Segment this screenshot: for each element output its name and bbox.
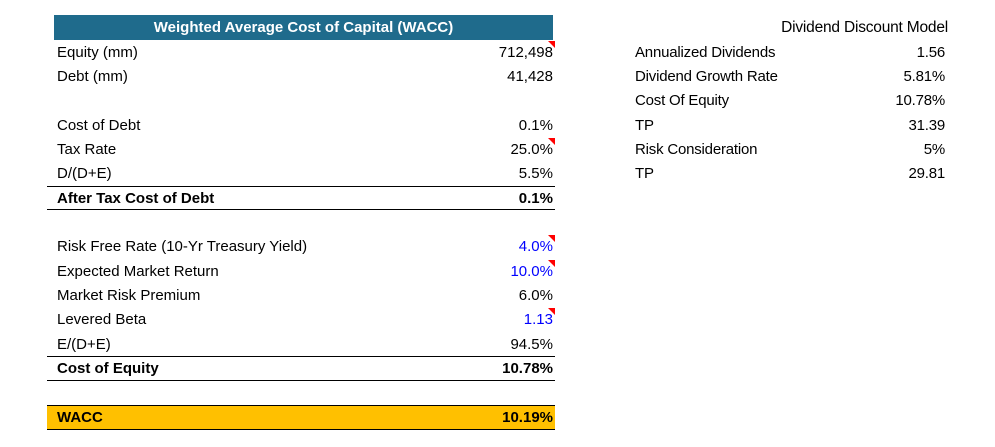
wacc-table: Weighted Average Cost of Capital (WACC) … [47, 15, 555, 430]
ddm-table-rows: Annualized Dividends 1.56 Dividend Growth … [635, 40, 948, 186]
cell-label[interactable]: TP [635, 165, 654, 183]
table-row: Levered Beta 1.13 [47, 308, 555, 332]
spacer-row [47, 210, 555, 234]
cell-label[interactable]: Market Risk Premium [57, 287, 201, 305]
cell-label[interactable]: WACC [57, 408, 103, 426]
cell-label[interactable]: Expected Market Return [57, 262, 219, 280]
table-row: Cost of Debt 0.1% [47, 113, 555, 137]
comment-indicator-icon [548, 235, 555, 243]
table-row: Annualized Dividends 1.56 [635, 40, 948, 64]
cell-value[interactable]: 25.0% [510, 141, 553, 159]
table-row: Cost of Equity 10.78% [47, 356, 555, 381]
cell-label[interactable]: Cost Of Equity [635, 92, 729, 110]
cell-value[interactable]: 10.78% [895, 92, 945, 110]
cell-value[interactable]: 6.0% [518, 287, 553, 305]
cell-label[interactable]: Risk Free Rate (10-Yr Treasury Yield) [57, 238, 308, 256]
table-row: Risk Consideration 5% [635, 137, 948, 161]
comment-indicator-icon [548, 137, 555, 145]
cell-label[interactable]: Risk Consideration [635, 141, 758, 159]
table-row: TP 31.39 [635, 113, 948, 137]
cell-label[interactable]: Dividend Growth Rate [635, 68, 778, 86]
wacc-table-rows: Equity (mm) 712,498 Debt (mm) 41,428 Cost of… [47, 40, 555, 430]
cell-label[interactable]: Debt (mm) [57, 68, 128, 86]
table-row: E/(D+E) 94.5% [47, 332, 555, 356]
table-row: D/(D+E) 5.5% [47, 162, 555, 186]
cell-value[interactable]: 0.1% [518, 189, 553, 207]
cell-label[interactable]: D/(D+E) [57, 165, 112, 183]
cell-label[interactable]: After Tax Cost of Debt [57, 189, 215, 207]
comment-indicator-icon [548, 40, 555, 48]
cell-value[interactable]: 1.13 [523, 311, 553, 329]
spacer-row [47, 89, 555, 113]
table-row: Market Risk Premium 6.0% [47, 283, 555, 307]
cell-value[interactable]: 5% [923, 141, 945, 159]
cell-value[interactable]: 4.0% [518, 238, 553, 256]
cell-label[interactable]: Equity (mm) [57, 43, 138, 61]
table-row: Cost Of Equity 10.78% [635, 89, 948, 113]
cell-value[interactable]: 94.5% [510, 335, 553, 353]
ddm-table-title[interactable]: Dividend Discount Model [781, 19, 948, 36]
cell-value[interactable]: 10.78% [502, 360, 553, 378]
cell-label[interactable]: Cost of Equity [57, 360, 159, 378]
table-row: After Tax Cost of Debt 0.1% [47, 186, 555, 211]
table-row: Tax Rate 25.0% [47, 137, 555, 161]
table-row: WACC 10.19% [47, 405, 555, 430]
cell-label[interactable]: E/(D+E) [57, 335, 111, 353]
cell-value[interactable]: 41,428 [507, 68, 553, 86]
table-row: TP 29.81 [635, 162, 948, 186]
table-row: Equity (mm) 712,498 [47, 40, 555, 64]
cell-value[interactable]: 5.81% [903, 68, 945, 86]
cell-value[interactable]: 10.19% [502, 408, 553, 426]
table-row: Expected Market Return 10.0% [47, 259, 555, 283]
cell-label[interactable]: Cost of Debt [57, 116, 141, 134]
cell-label[interactable]: Annualized Dividends [635, 43, 776, 61]
cell-value[interactable]: 5.5% [518, 165, 553, 183]
cell-value[interactable]: 0.1% [518, 116, 553, 134]
cell-value[interactable]: 1.56 [916, 43, 946, 61]
wacc-table-title[interactable]: Weighted Average Cost of Capital (WACC) [54, 15, 553, 40]
cell-value[interactable]: 712,498 [498, 43, 553, 61]
spacer-row [47, 381, 555, 405]
comment-indicator-icon [548, 308, 555, 316]
comment-indicator-icon [548, 259, 555, 267]
cell-value[interactable]: 29.81 [908, 165, 945, 183]
cell-label[interactable]: TP [635, 116, 654, 134]
cell-value[interactable]: 10.0% [510, 262, 553, 280]
table-row: Debt (mm) 41,428 [47, 64, 555, 88]
cell-label[interactable]: Levered Beta [57, 311, 147, 329]
table-row: Dividend Growth Rate 5.81% [635, 64, 948, 88]
table-row: Risk Free Rate (10-Yr Treasury Yield) 4.0… [47, 235, 555, 259]
cell-label[interactable]: Tax Rate [57, 141, 117, 159]
cell-value[interactable]: 31.39 [908, 116, 945, 134]
ddm-table: Dividend Discount Model Annualized Divid… [635, 15, 948, 186]
